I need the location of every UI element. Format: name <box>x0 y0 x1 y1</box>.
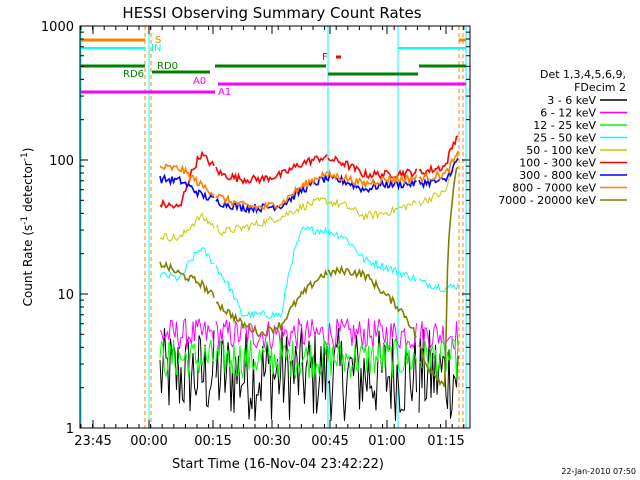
y-axis-label-end: ) <box>21 148 35 153</box>
flag-label: F <box>322 52 328 63</box>
timestamp: 22-Jan-2010 07:50 <box>561 467 636 476</box>
flag-label: S <box>155 35 161 46</box>
x-tick-label: 23:45 <box>74 434 111 449</box>
y-axis-label-mid: detector <box>21 161 35 216</box>
flag-label: RD6 <box>123 69 144 80</box>
series-line <box>159 338 459 379</box>
legend-label: 50 - 100 keV <box>526 144 596 157</box>
x-tick-label: 00:45 <box>311 434 348 449</box>
y-axis-label: Count Rate (s-1 detector-1) <box>20 148 35 307</box>
y-tick-label: 100 <box>49 154 74 169</box>
x-axis-label: Start Time (16-Nov-04 23:42:22) <box>172 457 384 472</box>
plot-frame <box>79 25 471 429</box>
flag-label: IN <box>151 43 161 54</box>
legend-label: 25 - 50 keV <box>533 132 596 145</box>
y-tick-label: 1000 <box>41 20 74 35</box>
y-tick-label: 1 <box>66 422 74 437</box>
y-axis-label-main: Count Rate (s <box>21 225 35 307</box>
legend-title-line1: Det 1,3,4,5,6,9, <box>540 68 626 81</box>
series-line <box>159 152 459 242</box>
x-tick-label: 00:00 <box>130 434 167 449</box>
legend-label: 6 - 12 keV <box>540 107 596 120</box>
chart-title: HESSI Observing Summary Count Rates <box>122 4 421 22</box>
y-axis-label-sup2: -1 <box>20 152 30 161</box>
series-line <box>159 158 459 215</box>
y-tick-label: 10 <box>57 288 74 303</box>
legend-label: 12 - 25 keV <box>533 119 596 132</box>
flag-label: RD0 <box>157 61 178 72</box>
legend-label: 300 - 800 keV <box>519 169 596 182</box>
x-tick-label: 00:30 <box>253 434 290 449</box>
series-line <box>159 226 459 319</box>
plot-area: SIN F RD0 RD6 A0 A1 <box>80 26 467 428</box>
flag-label: A0 <box>193 76 206 87</box>
x-tick-label: 01:00 <box>368 434 405 449</box>
legend-label: 7000 - 20000 keV <box>498 194 596 207</box>
x-tick-label: 01:15 <box>427 434 464 449</box>
legend-label: 100 - 300 keV <box>519 157 596 170</box>
series-line <box>159 150 459 211</box>
legend-label: 800 - 7000 keV <box>512 182 596 195</box>
series-line <box>159 166 459 388</box>
legend-label: 3 - 6 keV <box>547 94 596 107</box>
x-tick-label: 00:15 <box>194 434 231 449</box>
y-axis-label-sup1: -1 <box>20 216 30 225</box>
flag-label: A1 <box>218 87 231 98</box>
legend-title-line2: FDecim 2 <box>574 81 626 94</box>
